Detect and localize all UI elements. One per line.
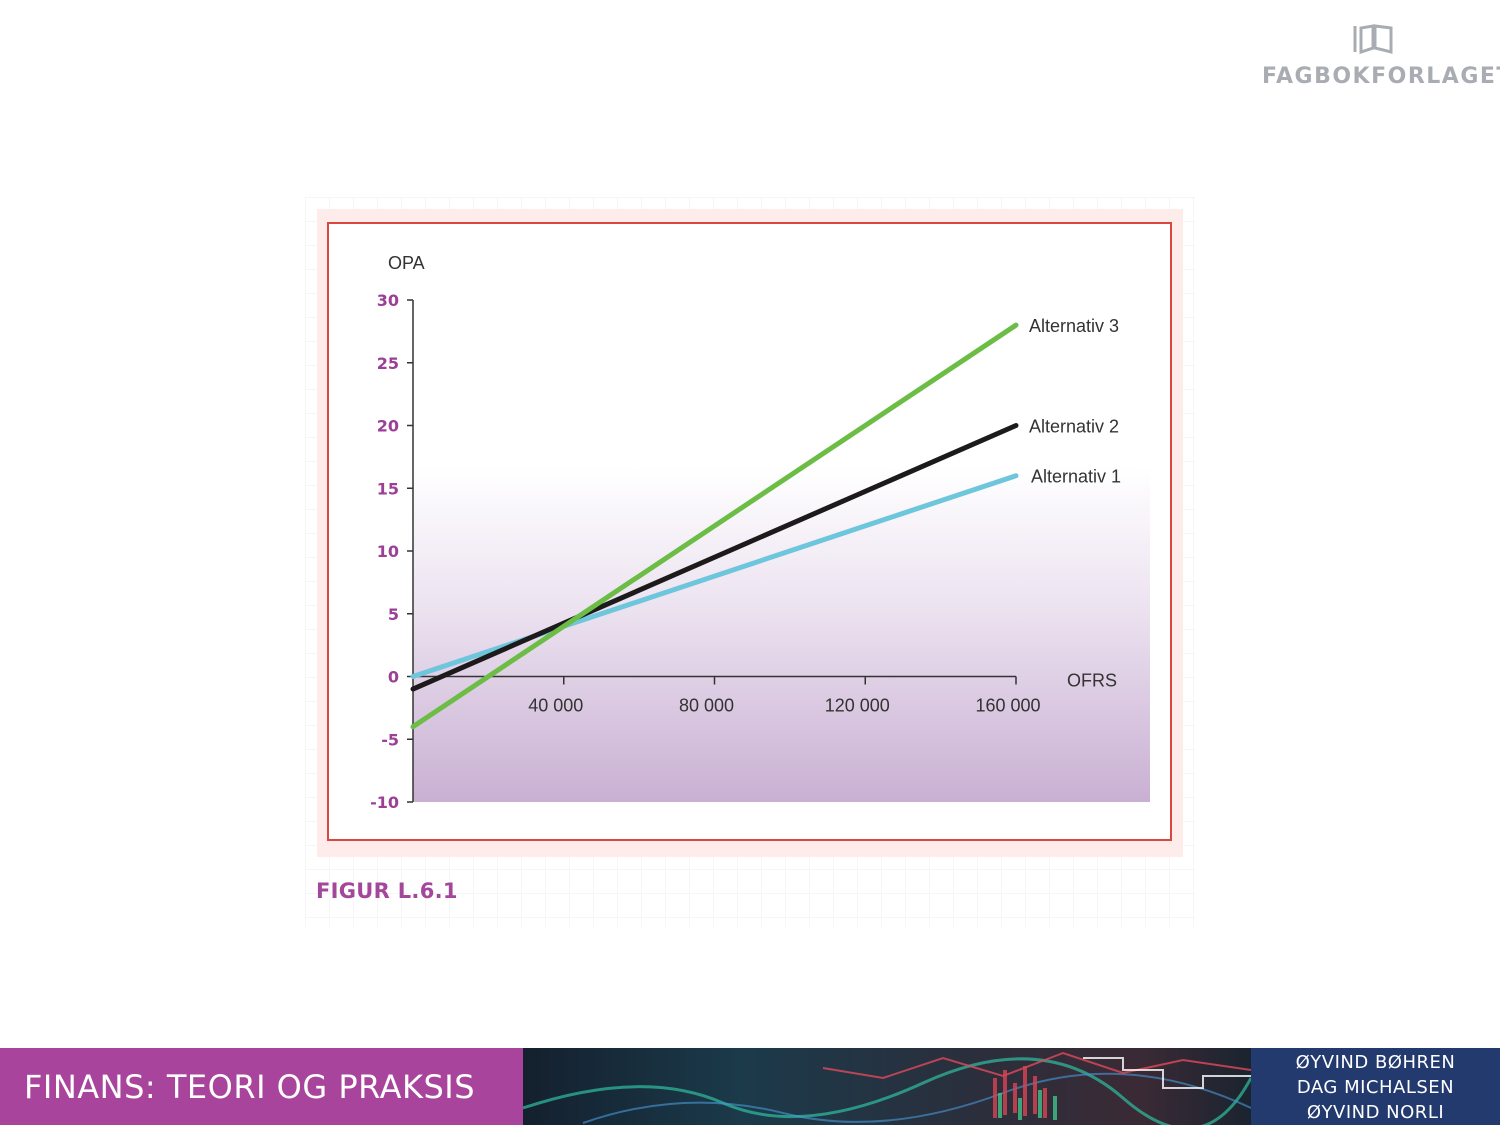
author-block: ØYVIND BØHREN DAG MICHALSEN ØYVIND NORLI: [1251, 1048, 1500, 1125]
footer-title-block: FINANS: TEORI OG PRAKSIS: [0, 1048, 523, 1125]
x-tick-label: 120 000: [825, 696, 890, 716]
y-tick-label: -5: [381, 730, 399, 749]
series-line: [410, 322, 1019, 730]
series-label: Alternativ 2: [1029, 417, 1119, 437]
stock-chart-graphic: [523, 1051, 1251, 1125]
footer-decorative-image: [523, 1048, 1251, 1125]
figure: 30 25 20 15 10 5 0 -5 -10 40 000 80 000 120 000 160 …: [305, 197, 1195, 927]
series-label: Alternativ 1: [1031, 467, 1121, 487]
y-tick-label: 25: [377, 354, 399, 373]
x-tick-label: 40 000: [528, 696, 583, 716]
x-tick-label: 160 000: [975, 696, 1040, 716]
x-axis-label: OFRS: [1067, 671, 1117, 691]
y-tick-label: 20: [377, 417, 399, 436]
y-tick-label: 15: [377, 479, 399, 498]
author-name: ØYVIND BØHREN: [1295, 1052, 1456, 1073]
book-title: FINANS: TEORI OG PRAKSIS: [24, 1068, 475, 1106]
chart-svg: 30 25 20 15 10 5 0 -5 -10 40 000 80 000 120 000 160 …: [305, 197, 1195, 927]
x-tick-label: 80 000: [679, 696, 734, 716]
y-tick-label: 5: [388, 605, 399, 624]
book-logo-icon: [1353, 24, 1393, 55]
y-tick-label: 30: [377, 291, 399, 310]
author-name: DAG MICHALSEN: [1296, 1077, 1455, 1098]
series-label: Alternativ 3: [1029, 316, 1119, 336]
y-tick-label: -10: [370, 793, 399, 812]
series-line: [410, 423, 1019, 692]
plot-background: [413, 467, 1150, 802]
y-tick-label: 0: [388, 668, 399, 687]
author-name: ØYVIND NORLI: [1306, 1102, 1445, 1123]
footer-banner: FINANS: TEORI OG PRAKSIS ØYVIND BØHREN D…: [0, 1048, 1500, 1125]
y-axis-label: OPA: [388, 253, 425, 273]
figure-caption: FIGUR L.6.1: [316, 879, 458, 903]
y-tick-label: 10: [377, 542, 399, 561]
publisher-logo: FAGBOKFORLAGET: [1262, 22, 1500, 97]
publisher-name: FAGBOKFORLAGET: [1262, 64, 1500, 89]
